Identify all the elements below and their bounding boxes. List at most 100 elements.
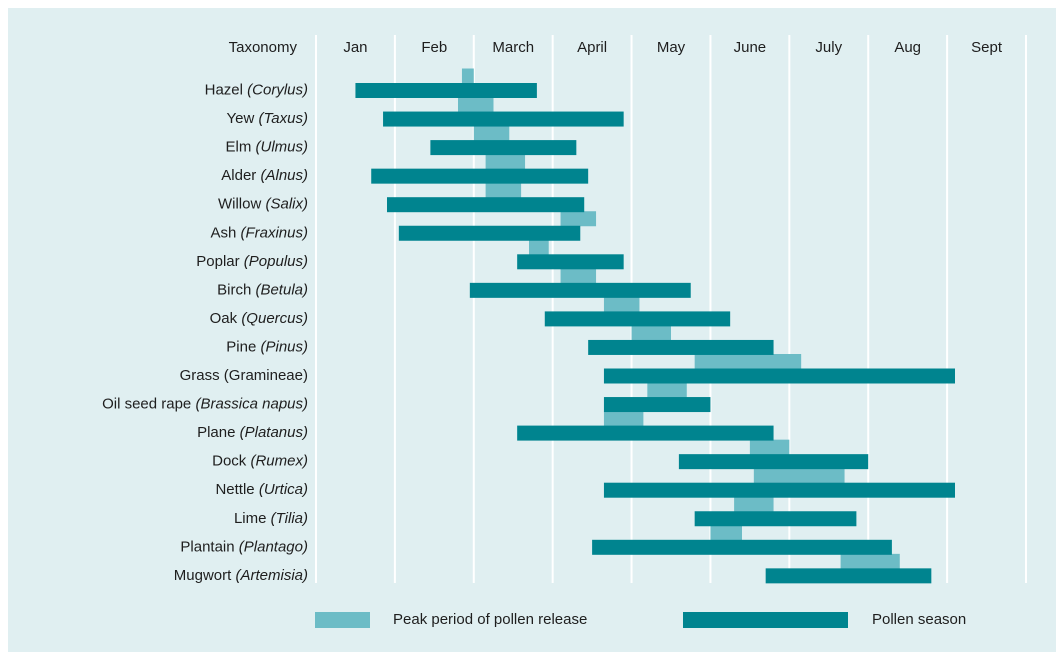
month-label: May [657,39,686,56]
taxon-name: Hazel [205,81,243,98]
bar [588,339,774,355]
bar [430,140,577,156]
bar [560,268,597,284]
row-label: Ash (Fraxinus) [210,224,308,241]
row-label: Yew (Taxus) [227,110,308,127]
bar [603,296,640,312]
row-label: Oak (Quercus) [210,310,308,327]
bar [544,311,731,327]
row-label: Plane (Platanus) [197,424,308,441]
taxon-name: Birch [217,281,251,298]
row-label: Oil seed rape (Brassica napus) [102,396,308,413]
bar [398,225,581,241]
header: Taxonomy [229,39,298,56]
taxon-latin: (Ulmus) [256,139,309,156]
row-label: Mugwort (Artemisia) [174,567,308,584]
taxon-latin: (Tilia) [271,510,308,527]
bar [529,239,549,255]
taxon-name: Mugwort [174,567,232,584]
taxon-name: Willow [218,196,261,213]
taxon-name: Alder [221,167,256,184]
bar [678,454,869,470]
taxon-name: Nettle [215,481,254,498]
legend-swatch [683,612,848,628]
bar [485,182,522,198]
taxon-name: Yew [227,110,255,127]
row-label: Elm (Ulmus) [225,139,308,156]
taxon-latin: (Rumex) [250,453,308,470]
bar [458,97,494,113]
taxon-latin: (Fraxinus) [240,224,308,241]
bar [592,539,892,555]
taxon-latin: (Corylus) [247,81,308,98]
bar [603,411,644,427]
taxon-name: Dock [212,453,247,470]
row-label: Hazel (Corylus) [205,81,308,98]
month-label: Sept [971,39,1003,56]
row-label: Willow (Salix) [218,196,308,213]
row-label: Plantain (Plantago) [180,538,308,555]
bar [603,368,955,384]
bar [355,83,537,98]
legend-swatch [315,612,370,628]
taxon-latin: (Urtica) [259,481,308,498]
row-label: Lime (Tilia) [234,510,308,527]
bar [473,125,510,141]
taxon-name: Lime [234,510,267,527]
month-label: June [734,39,767,56]
bar [517,254,624,270]
row-label: Grass (Gramineae) [180,367,308,384]
row-label: Nettle (Urtica) [215,481,308,498]
row-label: Alder (Alnus) [221,167,308,184]
row-label: Birch (Betula) [217,281,308,298]
taxon-name: Plane [197,424,235,441]
taxon-name: Plantain [180,538,234,555]
taxon-name: Grass (Gramineae) [180,367,308,384]
bar [694,354,802,369]
row-label: Dock (Rumex) [212,453,308,470]
bar [840,553,900,569]
taxon-latin: (Alnus) [260,167,308,184]
taxon-name: Poplar [196,253,239,270]
taxon-latin: (Betula) [255,281,308,298]
bar [694,511,857,527]
taxon-name: Elm [225,139,251,156]
bar [383,111,624,127]
bar [517,425,774,441]
row-label: Pine (Pinus) [226,338,308,355]
row-label: Poplar (Populus) [196,253,308,270]
bar [485,154,526,170]
month-label: Jan [343,39,367,56]
taxon-latin: (Populus) [244,253,308,270]
bar [560,211,597,227]
taxon-latin: (Plantago) [239,538,308,555]
legend-label: Pollen season [872,611,966,628]
taxon-name: Oil seed rape [102,396,191,413]
bar [710,525,742,541]
bar [765,568,932,584]
taxon-name: Ash [210,224,236,241]
taxon-latin: (Quercus) [241,310,308,327]
bar [603,482,955,498]
bar [371,168,589,184]
taxon-latin: (Salix) [265,196,308,213]
bar [749,439,790,455]
taxon-latin: (Artemisia) [235,567,308,584]
taxon-latin: (Brassica napus) [195,396,308,413]
bar [469,282,691,298]
month-label: March [492,39,534,56]
legend-label: Peak period of pollen release [393,611,587,628]
bar [753,468,845,484]
taxon-name: Pine [226,338,256,355]
taxon-latin: (Taxus) [259,110,308,127]
bar [631,325,671,341]
bar [387,197,585,213]
bar [734,496,774,512]
taxon-latin: (Platanus) [240,424,308,441]
month-label: July [815,39,842,56]
taxon-latin: (Pinus) [260,338,308,355]
taxon-name: Oak [210,310,238,327]
month-label: Aug [894,39,921,56]
bar [461,68,474,84]
bar [603,397,711,413]
